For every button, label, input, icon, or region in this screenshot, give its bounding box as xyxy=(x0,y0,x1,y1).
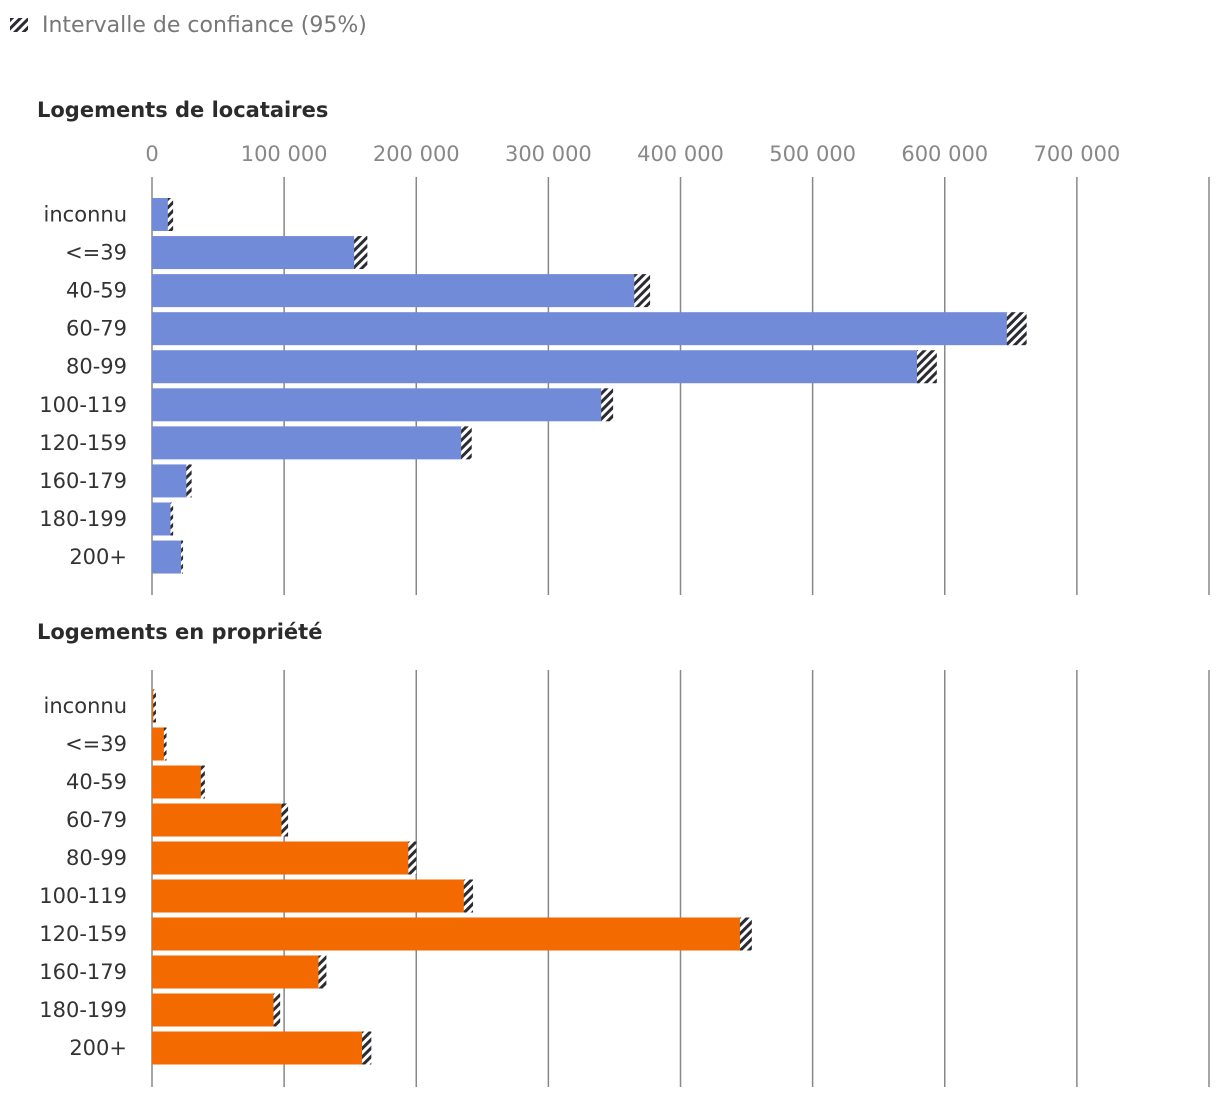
x-tick-label: 100 000 xyxy=(241,142,328,166)
bar xyxy=(152,312,1011,346)
category-label: inconnu xyxy=(44,694,127,718)
confidence-interval xyxy=(634,274,651,308)
confidence-interval xyxy=(318,955,327,989)
confidence-interval xyxy=(917,350,937,384)
bar xyxy=(152,426,464,460)
panel-owners: Logements en propriété inconnu <=39 40-59 6… xyxy=(37,620,1210,1087)
confidence-interval xyxy=(170,502,174,536)
confidence-interval xyxy=(354,236,368,270)
confidence-interval xyxy=(186,464,192,498)
category-label: 60-79 xyxy=(66,808,127,832)
category-label: 160-179 xyxy=(39,960,127,984)
x-tick-label: 500 000 xyxy=(769,142,856,166)
confidence-interval xyxy=(163,727,167,761)
bar xyxy=(152,1031,364,1065)
confidence-interval xyxy=(281,803,289,837)
x-tick-label: 700 000 xyxy=(1033,142,1120,166)
legend: Intervalle de confiance (95%) xyxy=(10,10,367,40)
bar xyxy=(152,540,182,574)
category-label: 80-99 xyxy=(66,846,127,870)
bar xyxy=(152,879,466,913)
x-tick-label: 600 000 xyxy=(901,142,988,166)
category-label: 120-159 xyxy=(39,922,127,946)
category-label: 200+ xyxy=(69,545,127,569)
confidence-interval xyxy=(461,426,472,460)
category-label: 180-199 xyxy=(39,507,127,531)
bar xyxy=(152,274,637,308)
confidence-interval xyxy=(362,1031,372,1065)
x-axis-tick-labels: 0 100 000 200 000 300 000 400 000 500 000 600 … xyxy=(145,142,1120,166)
category-label: 200+ xyxy=(69,1036,127,1060)
confidence-interval xyxy=(601,388,614,422)
confidence-interval xyxy=(408,841,417,875)
confidence-interval xyxy=(181,540,184,574)
category-label: 60-79 xyxy=(66,317,127,341)
panel-title-owners: Logements en propriété xyxy=(37,620,322,644)
bar xyxy=(152,955,320,989)
confidence-interval xyxy=(739,917,752,951)
panel-title-renters: Logements de locataires xyxy=(37,98,328,122)
category-label: 40-59 xyxy=(66,279,127,303)
category-label: <=39 xyxy=(65,732,127,756)
category-label: inconnu xyxy=(44,203,127,227)
legend-label: Intervalle de confiance (95%) xyxy=(42,12,367,38)
bar xyxy=(152,502,171,536)
category-label: 100-119 xyxy=(39,884,127,908)
bar xyxy=(152,464,188,498)
confidence-interval xyxy=(153,689,156,723)
x-tick-label: 300 000 xyxy=(505,142,592,166)
confidence-interval xyxy=(167,198,174,231)
x-tick-label: 0 xyxy=(145,142,158,166)
category-label: <=39 xyxy=(65,241,127,265)
panel-renters: Logements de locataires inconnu <=39 40-59… xyxy=(37,98,1210,595)
bar xyxy=(152,350,921,384)
category-label: 160-179 xyxy=(39,469,127,493)
hatched-swatch-icon xyxy=(10,18,28,32)
bar xyxy=(152,993,275,1027)
category-label: 100-119 xyxy=(39,393,127,417)
confidence-interval xyxy=(1006,312,1027,346)
bar xyxy=(152,689,154,723)
category-label: 120-159 xyxy=(39,431,127,455)
confidence-interval xyxy=(273,993,281,1027)
category-label: 80-99 xyxy=(66,355,127,379)
category-label: 180-199 xyxy=(39,998,127,1022)
bar xyxy=(152,841,410,875)
x-tick-label: 200 000 xyxy=(373,142,460,166)
bar xyxy=(152,198,170,231)
bar xyxy=(152,917,742,951)
bar xyxy=(152,803,283,837)
bar xyxy=(152,727,165,761)
bar xyxy=(152,388,604,422)
confidence-interval xyxy=(463,879,474,913)
bar xyxy=(152,765,203,799)
bar xyxy=(152,236,357,270)
category-label: 40-59 xyxy=(66,770,127,794)
x-tick-label: 400 000 xyxy=(637,142,724,166)
confidence-interval xyxy=(200,765,205,799)
